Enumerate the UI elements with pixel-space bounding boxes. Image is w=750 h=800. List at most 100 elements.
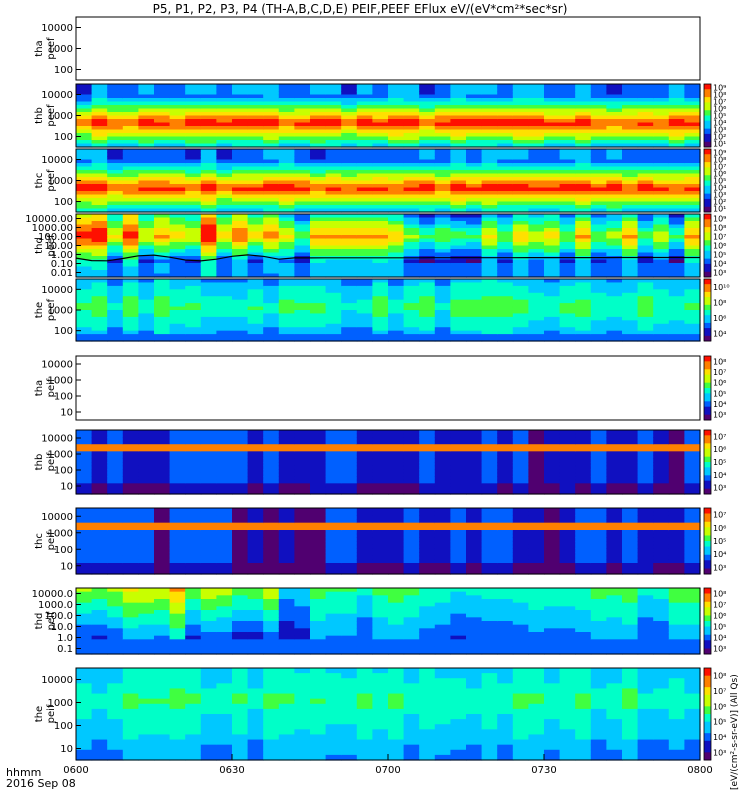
panel-thb-peif-cell bbox=[497, 483, 514, 488]
panel-thc-peif-cell bbox=[481, 570, 498, 575]
panel-thc-peef-cell bbox=[107, 152, 124, 157]
panel-thc-peif-cell bbox=[434, 544, 451, 549]
panel-thc-peif-cell bbox=[200, 566, 217, 571]
panel-thb-peif-cell bbox=[185, 437, 202, 442]
panel-thc-peef-cell bbox=[356, 177, 373, 182]
panel-thd-peif-cell bbox=[263, 599, 280, 604]
panel-thd-peef-cell bbox=[637, 245, 654, 250]
panel-thd-peef-cell bbox=[559, 238, 576, 243]
panel-the-peef-cell bbox=[668, 330, 685, 335]
panel-thb-peif-cell bbox=[247, 430, 264, 435]
panel-thb-peif-cell bbox=[200, 437, 217, 442]
panel-thd-peif-cell bbox=[185, 588, 202, 593]
panel-thb-peef-cell bbox=[622, 126, 639, 131]
panel-thd-peef-cell bbox=[668, 270, 685, 275]
panel-the-peef-cell bbox=[356, 292, 373, 297]
panel-thb-peif-cell bbox=[216, 479, 233, 484]
panel-the-peef-cell bbox=[544, 299, 561, 304]
panel-the-peef-cell bbox=[544, 282, 561, 287]
panel-thd-peef-cell bbox=[356, 235, 373, 240]
panel-thc-peif-cell bbox=[372, 544, 389, 549]
panel-the-peef-colorbar-segment bbox=[704, 335, 711, 339]
panel-thc-peif-cell bbox=[278, 522, 295, 527]
panel-thb-peef-cell bbox=[419, 105, 436, 110]
panel-thc-peef-cell bbox=[76, 187, 93, 192]
panel-thd-peef-cell bbox=[263, 259, 280, 264]
panel-the-peef-cell bbox=[388, 306, 405, 311]
panel-the-peef-cell bbox=[622, 316, 639, 321]
panel-thc-peef-cell bbox=[590, 187, 607, 192]
panel-thb-peef-cell bbox=[497, 122, 514, 127]
panel-the-peef-cell bbox=[356, 323, 373, 328]
panel-thc-peif-cell bbox=[653, 544, 670, 549]
panel-thb-peef-cell bbox=[325, 143, 342, 148]
panel-the-peef-cell bbox=[169, 292, 186, 297]
panel-thb-peif-cell bbox=[325, 476, 342, 481]
panel-thd-peef-cell bbox=[388, 214, 405, 219]
panel-thd-peif-cell bbox=[200, 643, 217, 648]
panel-thc-peif-cell bbox=[372, 541, 389, 546]
panel-thd-peif-cell bbox=[372, 646, 389, 651]
panel-thc-peef-cell bbox=[91, 159, 108, 164]
panel-thd-peif-cell bbox=[232, 610, 249, 615]
panel-thc-peif-cell bbox=[185, 530, 202, 535]
panel-thd-peef-cell bbox=[294, 228, 311, 233]
panel-thc-peef-cell bbox=[154, 187, 171, 192]
panel-thc-peef-cell bbox=[653, 187, 670, 192]
panel-thc-peif-cell bbox=[653, 522, 670, 527]
panel-thc-peef-cell bbox=[154, 156, 171, 161]
panel-the-peef-cell bbox=[200, 285, 217, 290]
panel-thc-peif-cell bbox=[559, 530, 576, 535]
panel-thb-peif-cell bbox=[294, 465, 311, 470]
panel-thb-peef-cell bbox=[107, 140, 124, 145]
panel-thb-peef-cell bbox=[169, 108, 186, 113]
panel-thc-peif-cell bbox=[575, 526, 592, 531]
panel-thb-peif-cell bbox=[310, 437, 327, 442]
panel-thc-peef-cell bbox=[169, 180, 186, 185]
panel-thd-peef-cell bbox=[107, 224, 124, 229]
panel-thb-peif-cell bbox=[154, 483, 171, 488]
panel-the-peef-cell bbox=[450, 323, 467, 328]
panel-thc-peif-cell bbox=[512, 548, 529, 553]
panel-thc-peef-cell bbox=[76, 173, 93, 178]
panel-thc-peef-cell bbox=[341, 152, 358, 157]
panel-thc-peef-cell bbox=[653, 205, 670, 210]
panel-thc-peif-cell bbox=[512, 566, 529, 571]
panel-thd-peef-cell bbox=[668, 245, 685, 250]
panel-thb-peif-cell bbox=[653, 472, 670, 477]
panel-the-peef-cell bbox=[466, 296, 483, 301]
panel-thd-peif-cell bbox=[341, 613, 358, 618]
panel-thd-peef-cell bbox=[622, 231, 639, 236]
panel-thb-peef-cell bbox=[247, 122, 264, 127]
panel-thb-peef-cell bbox=[138, 84, 155, 89]
panel-thc-peef-cell bbox=[684, 170, 701, 175]
panel-thc-peif-cell bbox=[403, 508, 420, 513]
panel-thd-peef-cell bbox=[481, 252, 498, 257]
panel-thd-peef-cell bbox=[403, 266, 420, 271]
panel-thb-peif-cell bbox=[590, 437, 607, 442]
panel-thc-peif-cell bbox=[247, 563, 264, 568]
panel-the-peef-cell bbox=[528, 289, 545, 294]
panel-thc-peif-cell bbox=[107, 515, 124, 520]
panel-the-peef-cell bbox=[278, 330, 295, 335]
panel-thb-peef-cell bbox=[216, 122, 233, 127]
panel-thb-peef-cell bbox=[154, 126, 171, 131]
panel-thb-peef-cell bbox=[466, 129, 483, 134]
panel-thd-peef-cell bbox=[76, 249, 93, 254]
panel-thc-peef-cell bbox=[528, 159, 545, 164]
panel-thd-peif-cell bbox=[154, 624, 171, 629]
panel-thd-peif-cell bbox=[294, 632, 311, 637]
panel-thd-peef-cell bbox=[544, 273, 561, 278]
panel-thc-peef-cell bbox=[403, 156, 420, 161]
panel-thc-peif-cell bbox=[684, 544, 701, 549]
panel-thd-peef-cell bbox=[232, 249, 249, 254]
panel-the-peef-cell bbox=[481, 289, 498, 294]
panel-thb-peif-cell bbox=[372, 465, 389, 470]
panel-thc-peif-cell bbox=[512, 544, 529, 549]
panel-thd-peef-cell bbox=[169, 214, 186, 219]
panel-thc-peef-cell bbox=[107, 194, 124, 199]
panel-thc-peef-cell bbox=[434, 170, 451, 175]
panel-the-peef-cell bbox=[325, 334, 342, 339]
panel-thb-peif-cell bbox=[372, 486, 389, 492]
panel-thb-peif-cell bbox=[403, 483, 420, 488]
